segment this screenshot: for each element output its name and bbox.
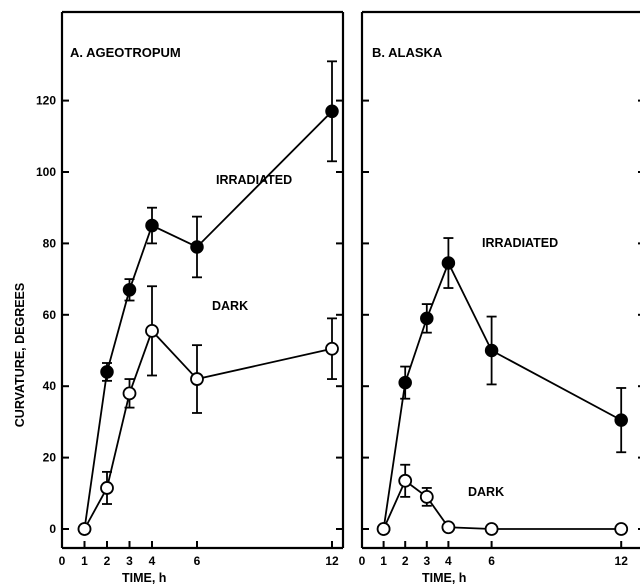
y-tick-label: 120 [36,94,56,108]
series-label: DARK [468,485,504,499]
series-irradiated: IRRADIATED [376,236,628,536]
x-tick-label: 0 [59,554,66,568]
data-point [190,240,204,254]
data-point [614,413,628,427]
series-dark: DARK [77,285,339,536]
data-point [145,218,159,233]
x-tick-label: 4 [445,554,452,568]
y-axis-title: CURVATURE, DEGREES [13,283,27,427]
series-irradiated: IRRADIATED [77,60,339,536]
data-point [122,283,137,297]
x-tick-label: 6 [194,554,201,568]
y-tick-label: 0 [49,522,56,536]
x-tick-label: 2 [402,554,409,568]
data-point [398,375,412,390]
y-tick-label: 80 [43,236,57,250]
data-point [441,256,456,270]
x-tick-label: 12 [325,554,339,568]
x-axis-title: TIME, h [122,571,166,585]
y-tick-label: 100 [36,165,56,179]
data-point [325,341,339,356]
data-point [484,343,499,358]
data-point [420,311,434,326]
data-point [100,365,114,379]
series-line [382,260,622,530]
x-tick-label: 6 [488,554,495,568]
y-tick-label: 60 [43,308,57,322]
series-line [83,110,333,530]
data-point [122,386,137,401]
y-tick-label: 40 [43,379,57,393]
x-tick-label: 4 [149,554,156,568]
data-point [145,323,159,338]
data-point [100,481,114,495]
x-tick-label: 2 [104,554,111,568]
data-point [77,522,92,536]
x-tick-label: 3 [423,554,430,568]
series-label: DARK [212,299,248,313]
data-point [325,104,339,119]
x-tick-label: 3 [126,554,133,568]
panel-title: A. AGEOTROPUM [70,45,181,60]
data-point [441,520,456,535]
x-tick-label: 0 [359,554,366,568]
data-point [614,522,629,536]
data-point [484,522,499,536]
x-tick-label: 1 [380,554,387,568]
series-line [382,479,622,530]
x-tick-label: 12 [615,554,629,568]
series-line [83,329,333,530]
data-point [376,522,391,536]
panel-title: B. ALASKA [372,45,443,60]
x-axis-title: TIME, h [422,571,466,585]
data-point [398,473,413,488]
series-label: IRRADIATED [482,236,558,250]
data-point [419,489,434,504]
series-dark: DARK [376,463,629,536]
data-point [190,372,204,386]
y-tick-label: 20 [43,451,57,465]
series-label: IRRADIATED [216,173,292,187]
x-tick-label: 1 [81,554,88,568]
